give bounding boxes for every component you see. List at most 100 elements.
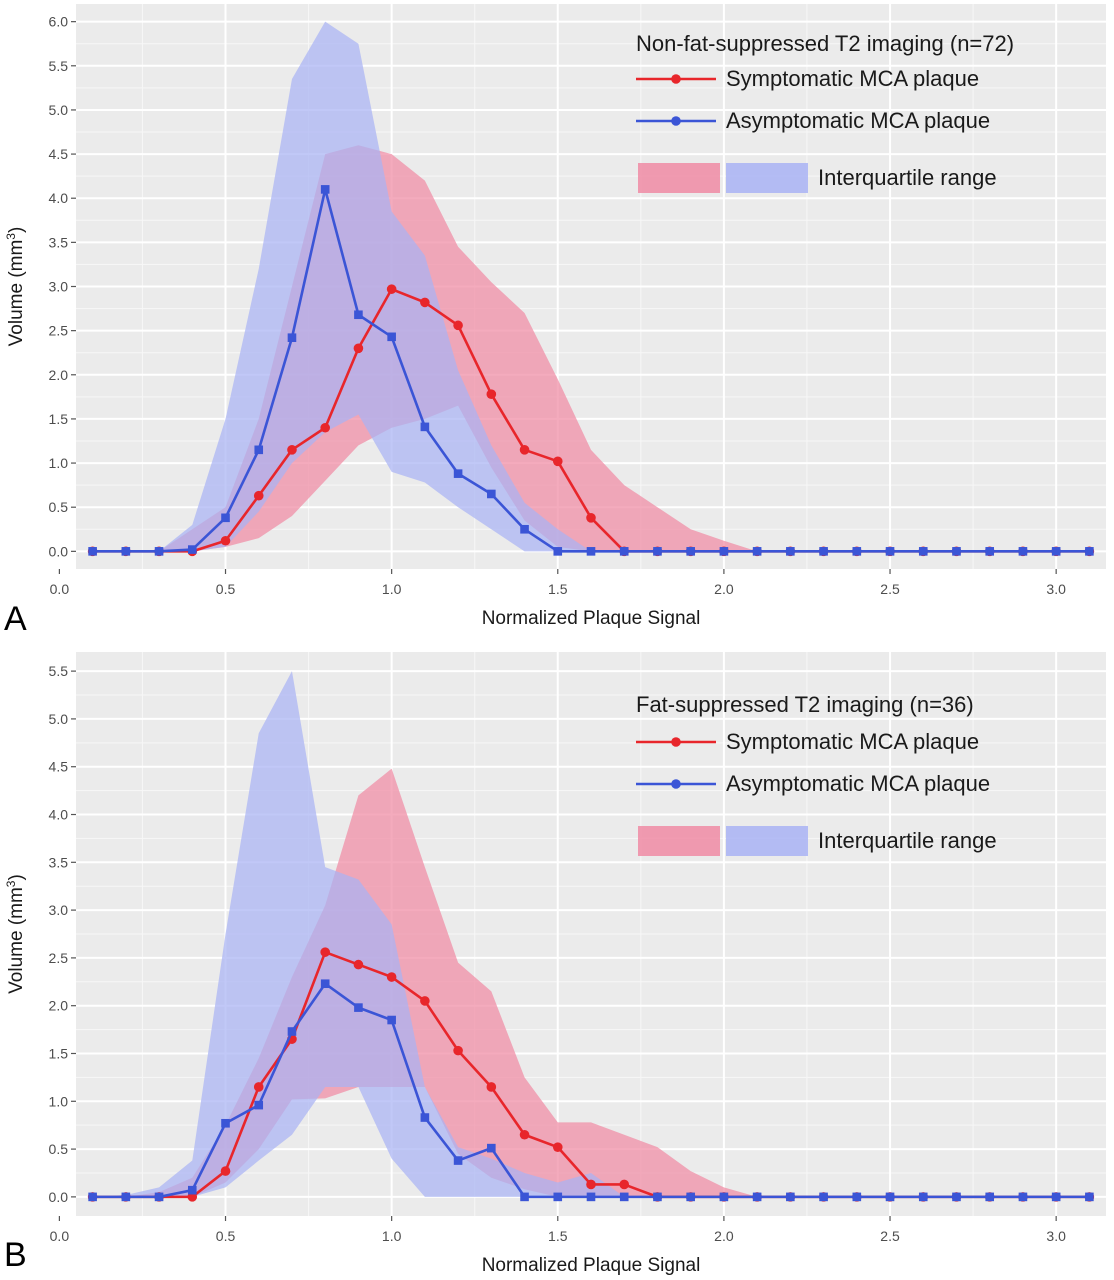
asymptomatic-point: [154, 1192, 164, 1202]
y-tick-label: 2.5: [49, 950, 69, 966]
y-tick-label: 4.5: [49, 146, 69, 162]
asymptomatic-point: [1018, 547, 1028, 556]
asymptomatic-point: [952, 547, 961, 556]
x-tick-label: 0.5: [216, 1228, 236, 1244]
x-tick-label: 0.0: [50, 1228, 70, 1244]
legend-asymptomatic-marker-key: [671, 116, 681, 126]
symptomatic-point: [552, 456, 563, 467]
asymptomatic-point: [520, 524, 529, 534]
asymptomatic-point: [553, 1192, 563, 1202]
symptomatic-point: [519, 445, 530, 455]
symptomatic-point: [386, 284, 397, 294]
asymptomatic-point: [985, 1192, 995, 1202]
symptomatic-point: [220, 1166, 231, 1176]
x-tick-label: 1.5: [548, 1228, 568, 1244]
asymptomatic-point: [686, 547, 695, 556]
y-tick-label: 5.5: [49, 58, 69, 74]
legend-symptomatic-ribbon-key: [638, 163, 720, 193]
panel-letter: A: [4, 600, 27, 638]
symptomatic-point: [552, 1142, 563, 1152]
x-tick-label: 1.0: [382, 1228, 402, 1244]
legend-symptomatic-marker-key: [671, 737, 681, 747]
y-tick-label: 5.0: [49, 711, 69, 727]
symptomatic-point: [253, 1082, 264, 1092]
asymptomatic-point: [121, 547, 131, 556]
asymptomatic-point: [221, 513, 230, 523]
asymptomatic-point: [619, 1192, 629, 1202]
asymptomatic-point: [952, 1192, 961, 1202]
asymptomatic-point: [719, 1192, 729, 1202]
symptomatic-point: [253, 490, 264, 501]
legend-symptomatic-label: Symptomatic MCA plaque: [726, 729, 979, 754]
legend-asymptomatic-ribbon-key: [726, 826, 808, 856]
asymptomatic-point: [586, 1192, 596, 1202]
asymptomatic-point: [154, 547, 164, 556]
asymptomatic-point: [686, 1192, 695, 1202]
y-axis-title: Volume (mm3): [4, 227, 27, 347]
axes: 0.0 0.5 1.0 1.5 2.0 2.5 3.0 0.0 0.5 1.0 1.5 2.0 2.5 3…: [49, 663, 1067, 1244]
asymptomatic-point: [786, 1192, 795, 1202]
asymptomatic-point: [121, 1192, 131, 1202]
asymptomatic-point: [985, 547, 995, 556]
y-axis-title-text: Volume (mm: [6, 240, 27, 347]
y-tick-label: 3.0: [49, 902, 69, 918]
symptomatic-point: [353, 959, 364, 970]
y-axis-title-end: ): [6, 227, 27, 233]
asymptomatic-point: [453, 1156, 463, 1165]
x-axis-title: Normalized Plaque Signal: [482, 608, 701, 629]
asymptomatic-point: [254, 445, 264, 455]
y-tick-label: 3.5: [49, 854, 69, 870]
asymptomatic-point: [88, 547, 97, 556]
x-axis-title: Normalized Plaque Signal: [482, 1255, 701, 1276]
y-axis-title-text: Volume (mm: [6, 887, 27, 994]
asymptomatic-markers: [88, 185, 1094, 556]
asymptomatic-point: [918, 547, 928, 556]
asymptomatic-point: [752, 547, 762, 556]
legend-asymptomatic-marker-key: [671, 779, 681, 789]
asymptomatic-point: [187, 545, 197, 554]
axes: 0.0 0.5 1.0 1.5 2.0 2.5 3.0 0.0 0.5 1.0 1.5 2.0 2.5 3…: [49, 14, 1067, 597]
symptomatic-point: [420, 297, 430, 308]
asymptomatic-point: [719, 547, 729, 556]
asymptomatic-iqr-ribbon: [92, 21, 591, 552]
y-tick-label: 1.0: [49, 1093, 69, 1109]
y-tick-label: 3.0: [49, 279, 69, 295]
y-tick-label: 2.0: [49, 367, 69, 383]
legend-asymptomatic-ribbon-key: [726, 163, 808, 193]
legend-ribbon-label: Interquartile range: [818, 828, 997, 853]
legend-symptomatic-marker-key: [671, 74, 681, 84]
symptomatic-point: [486, 389, 497, 400]
symptomatic-point: [386, 972, 397, 982]
symptomatic-point: [320, 422, 330, 433]
x-tick-label: 1.0: [382, 581, 402, 597]
panel-letter: B: [4, 1236, 27, 1274]
y-axis-title-superscript: 3: [4, 880, 18, 887]
asymptomatic-markers: [88, 979, 1094, 1202]
asymptomatic-point: [387, 332, 396, 342]
asymptomatic-point: [354, 1003, 363, 1012]
panel-b: 0.0 0.5 1.0 1.5 2.0 2.5 3.0 0.0 0.5 1.0 1.5 2.0 2.5 3…: [4, 652, 1106, 1276]
asymptomatic-point: [187, 1185, 197, 1195]
asymptomatic-point: [885, 1192, 895, 1202]
asymptomatic-point: [918, 1192, 928, 1202]
legend-symptomatic-ribbon-key: [638, 826, 720, 856]
panel-a: 0.0 0.5 1.0 1.5 2.0 2.5 3.0 0.0 0.5 1.0 1.5 2.0 2.5 3…: [4, 4, 1106, 638]
y-tick-label: 1.5: [49, 411, 69, 427]
symptomatic-point: [619, 1179, 630, 1190]
y-tick-label: 6.0: [49, 14, 69, 30]
y-tick-label: 0.5: [49, 499, 69, 515]
symptomatic-point: [486, 1082, 497, 1092]
asymptomatic-point: [287, 1027, 297, 1036]
y-tick-label: 4.5: [49, 759, 69, 775]
symptomatic-point: [586, 1179, 596, 1190]
asymptomatic-point: [1018, 1192, 1028, 1202]
x-tick-label: 1.5: [548, 581, 568, 597]
asymptomatic-point: [752, 1192, 762, 1202]
asymptomatic-point: [254, 1100, 264, 1110]
asymptomatic-point: [586, 547, 596, 556]
asymptomatic-iqr-ribbon: [92, 671, 625, 1197]
asymptomatic-point: [619, 547, 629, 556]
symptomatic-point: [453, 320, 463, 331]
y-tick-label: 0.0: [49, 543, 69, 559]
